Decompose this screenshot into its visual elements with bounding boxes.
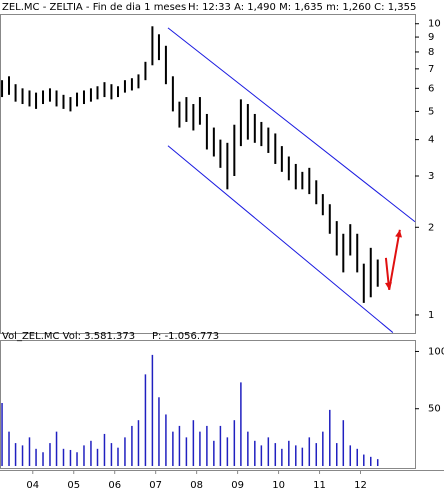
volume-bar	[247, 431, 249, 466]
volume-bar	[131, 425, 133, 466]
x-tick-label: 05	[67, 480, 80, 491]
volume-bar	[274, 443, 277, 466]
volume-bar	[260, 445, 263, 466]
volume-bar	[69, 449, 72, 466]
volume-bar	[172, 431, 174, 466]
volume-bar	[295, 445, 297, 466]
x-tick-label: 07	[149, 480, 162, 491]
x-tick-label: 11	[313, 480, 326, 491]
volume-bar	[49, 443, 51, 466]
volume-bar	[62, 448, 65, 466]
volume-bar	[219, 425, 222, 466]
y-tick-label: 2	[428, 222, 434, 233]
volume-bar	[185, 437, 188, 466]
volume-bar	[206, 425, 208, 466]
volume-bar	[42, 452, 44, 466]
volume-bar	[158, 397, 160, 466]
price-title: ZEL.MC - ZELTIA - Fin de dia 1 meses	[2, 2, 186, 13]
volume-bar	[370, 456, 372, 466]
volume-bar	[376, 459, 379, 466]
volume-bar	[124, 437, 126, 466]
y-tick-label: 8	[428, 47, 434, 58]
volume-bar	[21, 445, 24, 466]
volume-bar	[117, 447, 119, 466]
volume-bar	[76, 452, 78, 466]
volume-bar	[240, 382, 242, 466]
volume-bar	[178, 425, 181, 466]
y-tick-label: 4	[428, 135, 434, 146]
volume-bar	[226, 437, 229, 466]
channel-line	[167, 145, 394, 333]
y-tick-label: 5	[428, 106, 434, 117]
volume-bar	[315, 443, 318, 466]
x-tick-label: 08	[190, 480, 203, 491]
volume-bar	[288, 440, 290, 466]
y-tick-label: 10	[428, 19, 441, 30]
y-tick-label: 3	[428, 171, 434, 182]
volume-bar	[199, 431, 201, 466]
volume-bar	[281, 448, 283, 466]
volume-bar	[356, 448, 358, 466]
volume-bar	[8, 431, 10, 466]
volume-bar	[322, 431, 324, 466]
y-tick-label: 7	[428, 64, 434, 75]
arrow-head	[395, 229, 403, 238]
volume-bar	[83, 445, 85, 466]
arrow-head	[384, 282, 392, 290]
volume-bar	[28, 437, 31, 466]
volume-bar	[35, 448, 37, 466]
volume-bar	[14, 443, 17, 466]
x-tick-label: 12	[354, 480, 367, 491]
volume-bar	[192, 420, 195, 466]
y-tick-label: 9	[428, 32, 434, 43]
volume-bar	[151, 354, 154, 466]
volume-bar	[96, 448, 99, 466]
volume-bar	[110, 443, 113, 466]
volume-bar	[342, 420, 345, 466]
x-tick-label: 06	[108, 480, 121, 491]
volume-bar	[267, 437, 270, 466]
volume-bar	[363, 454, 365, 466]
volume-bar	[213, 440, 215, 466]
volume-bar	[144, 374, 147, 466]
price-subtitle: H: 12:33 A: 1,490 M: 1,635 m: 1,260 C: 1…	[188, 2, 416, 13]
volume-bar	[308, 437, 311, 466]
volume-bar	[1, 403, 3, 466]
volume-bar	[254, 440, 256, 466]
volume-bar	[55, 431, 58, 466]
volume-subtitle: P: -1.056.773	[152, 331, 219, 342]
y-tick-label: 50	[428, 404, 441, 415]
volume-bar	[301, 447, 304, 466]
y-tick-label: 1	[428, 310, 434, 321]
price-panel	[0, 14, 416, 334]
y-tick-label: 6	[428, 83, 434, 94]
y-tick-label: 100	[428, 346, 444, 357]
x-tick-label: 04	[26, 480, 39, 491]
volume-bar	[336, 443, 338, 466]
channel-line	[167, 27, 416, 223]
volume-bar	[165, 414, 167, 466]
x-tick-label: 10	[272, 480, 285, 491]
volume-bar	[329, 409, 331, 466]
volume-bar	[137, 420, 140, 466]
volume-bar	[103, 433, 106, 466]
volume-title: Vol_ZEL.MC Vol: 3.581.373	[2, 331, 135, 342]
volume-bar	[233, 420, 236, 466]
volume-panel	[0, 340, 416, 469]
x-tick-label: 09	[231, 480, 244, 491]
volume-bar	[90, 440, 92, 466]
arrow	[384, 229, 401, 290]
volume-bar	[349, 445, 352, 466]
